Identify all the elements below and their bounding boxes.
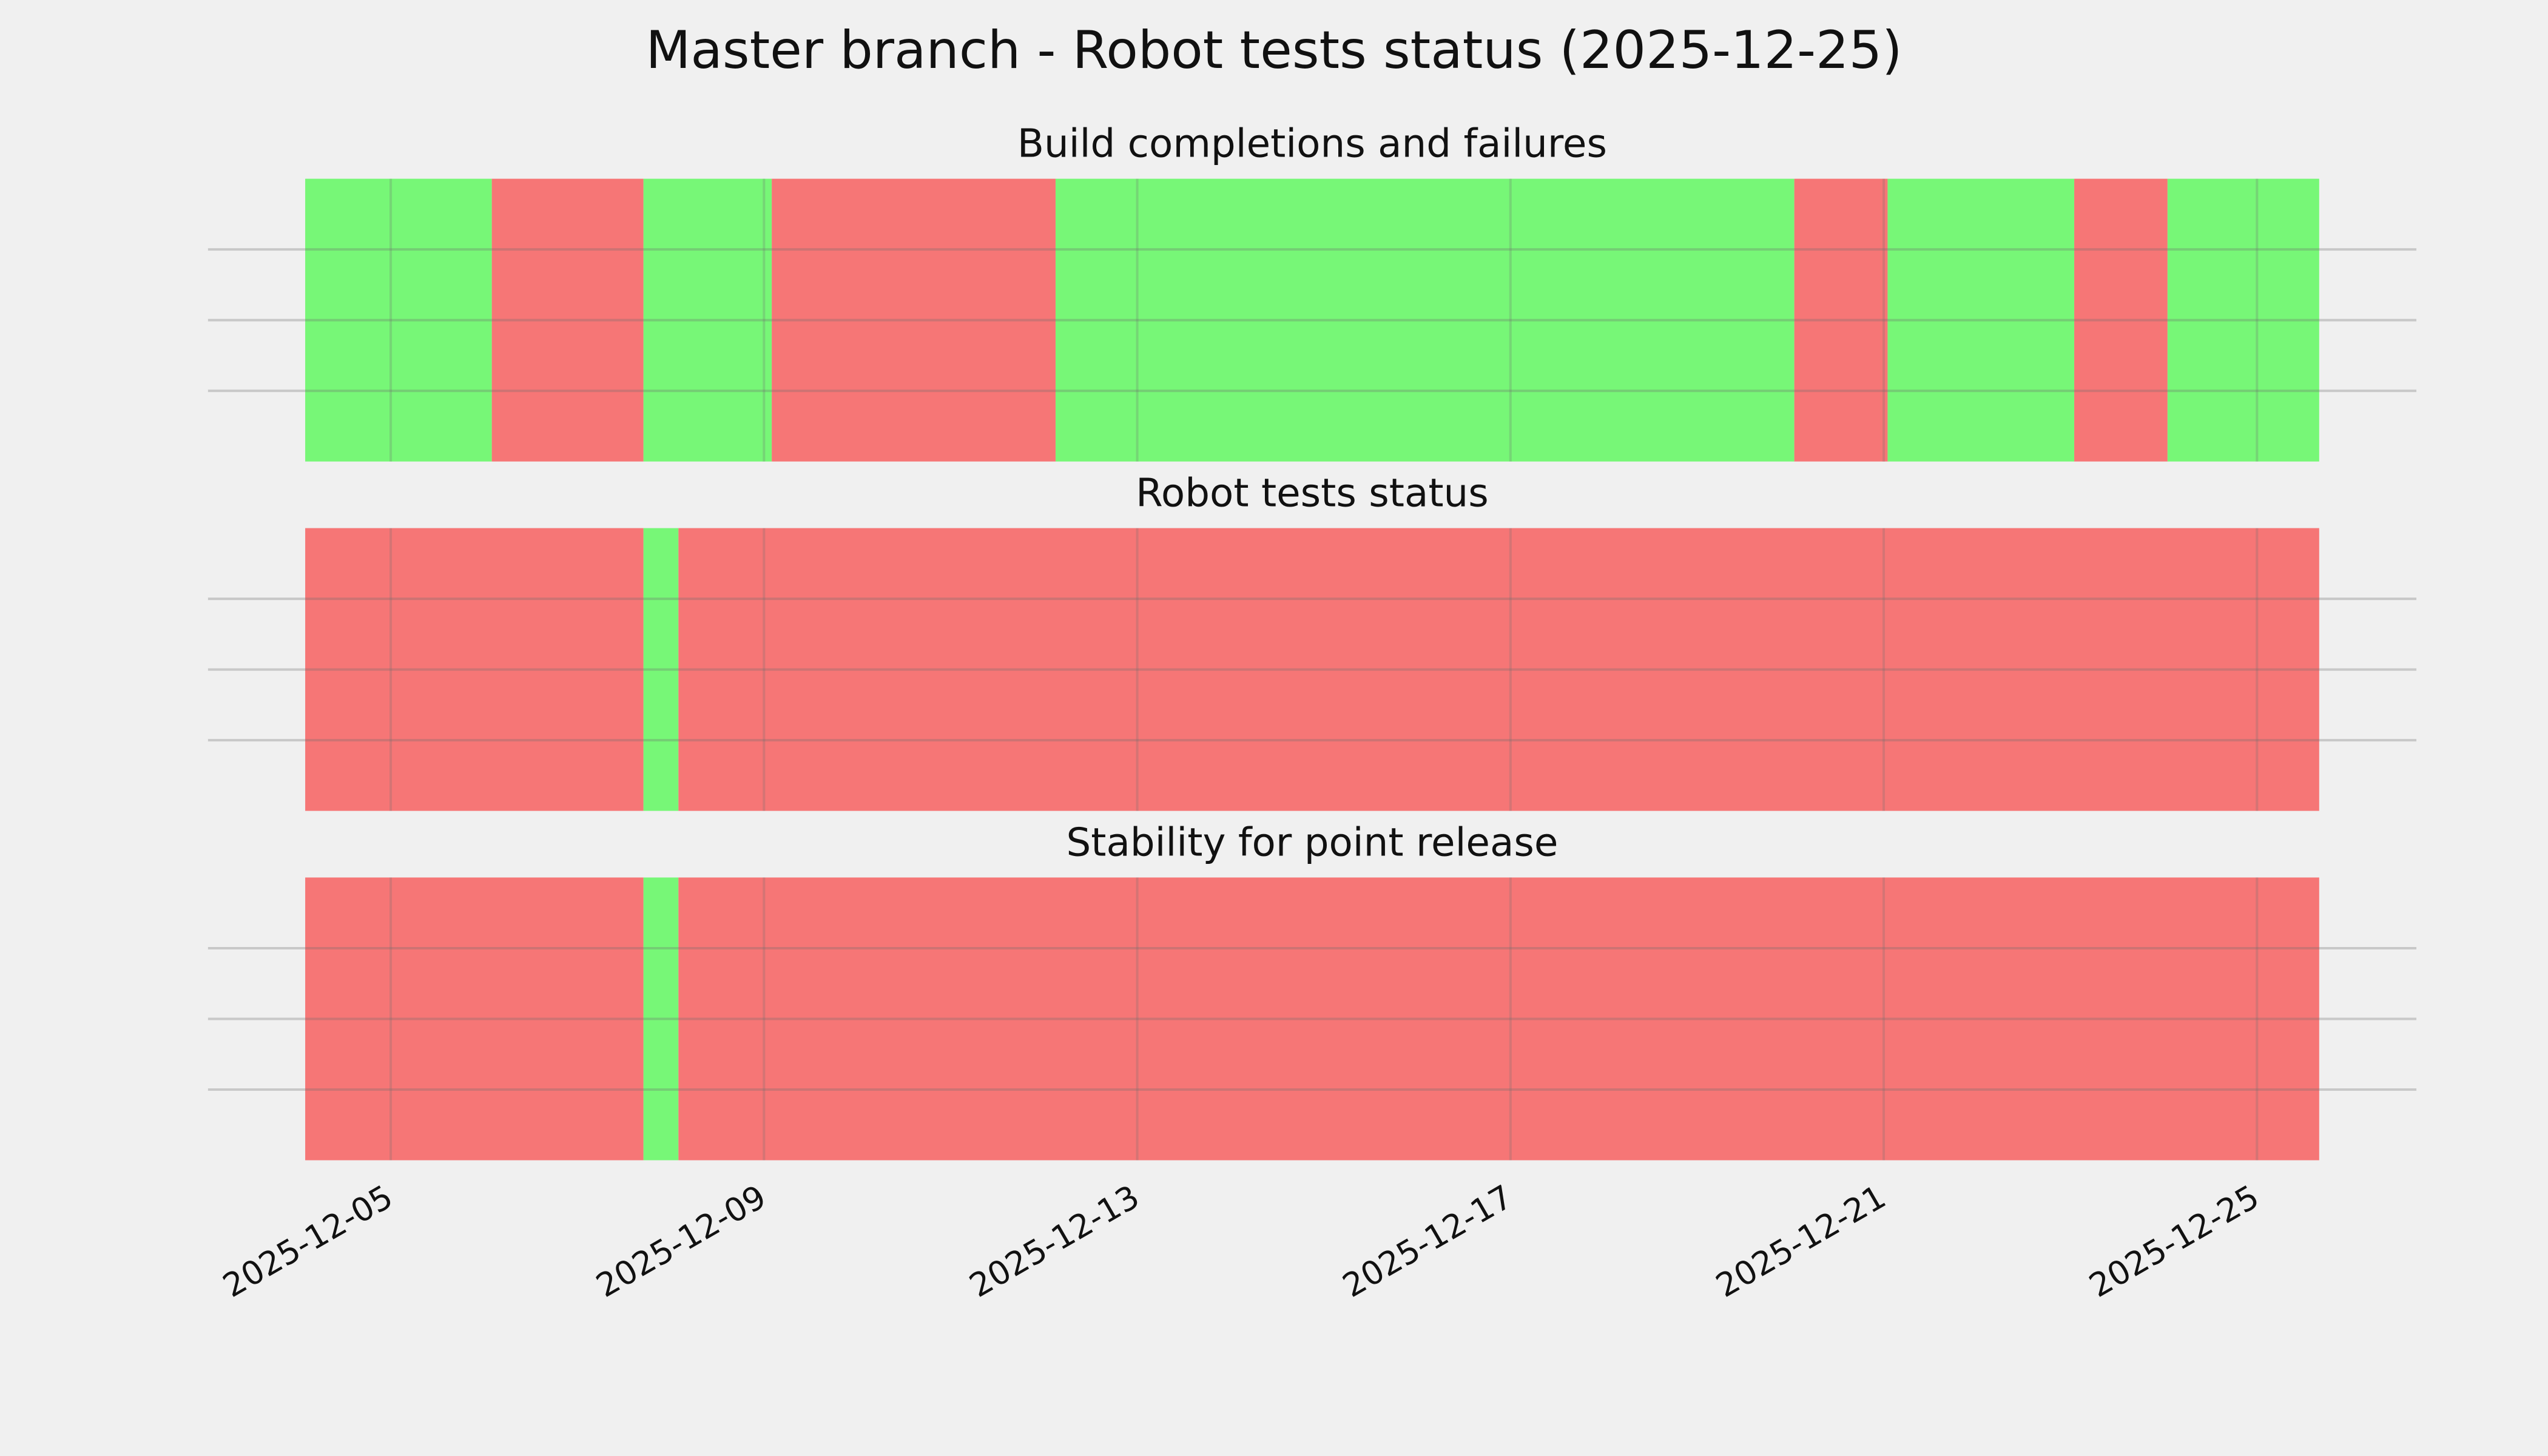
x-tick-label: 2025-12-13	[963, 1178, 1145, 1305]
status-band	[305, 178, 492, 462]
status-band	[305, 528, 644, 811]
status-band	[1887, 178, 2075, 462]
subplot-title: Stability for point release	[1067, 820, 1559, 865]
status-band	[678, 528, 2319, 811]
x-tick-label: 2025-12-21	[1710, 1178, 1892, 1305]
status-band	[643, 877, 679, 1161]
x-tick-label: 2025-12-25	[2083, 1178, 2265, 1305]
status-band	[1055, 178, 1795, 462]
status-band	[772, 178, 1056, 462]
status-band	[1794, 178, 1888, 462]
status-band	[2167, 178, 2319, 462]
status-band	[643, 528, 679, 811]
status-band	[678, 877, 2319, 1161]
status-band	[491, 178, 644, 462]
x-tick-label: 2025-12-09	[590, 1178, 772, 1305]
status-band	[2074, 178, 2168, 462]
subplot-title: Robot tests status	[1136, 471, 1489, 516]
x-tick-label: 2025-12-05	[217, 1178, 399, 1305]
status-band	[643, 178, 772, 462]
x-tick-label: 2025-12-17	[1336, 1178, 1519, 1305]
page-title: Master branch - Robot tests status (2025…	[645, 20, 1902, 81]
subplot-title: Build completions and failures	[1017, 121, 1607, 167]
status-band	[305, 877, 644, 1161]
